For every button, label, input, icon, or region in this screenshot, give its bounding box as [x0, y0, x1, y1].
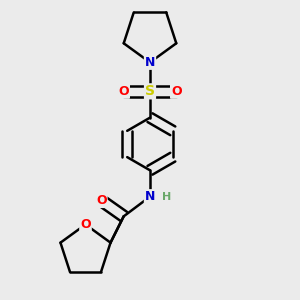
Text: O: O — [171, 85, 181, 98]
Text: N: N — [145, 190, 155, 203]
Text: O: O — [96, 194, 106, 207]
Text: H: H — [163, 192, 172, 202]
Text: O: O — [118, 85, 129, 98]
Text: N: N — [145, 56, 155, 69]
Text: S: S — [145, 84, 155, 98]
Text: O: O — [80, 218, 91, 231]
